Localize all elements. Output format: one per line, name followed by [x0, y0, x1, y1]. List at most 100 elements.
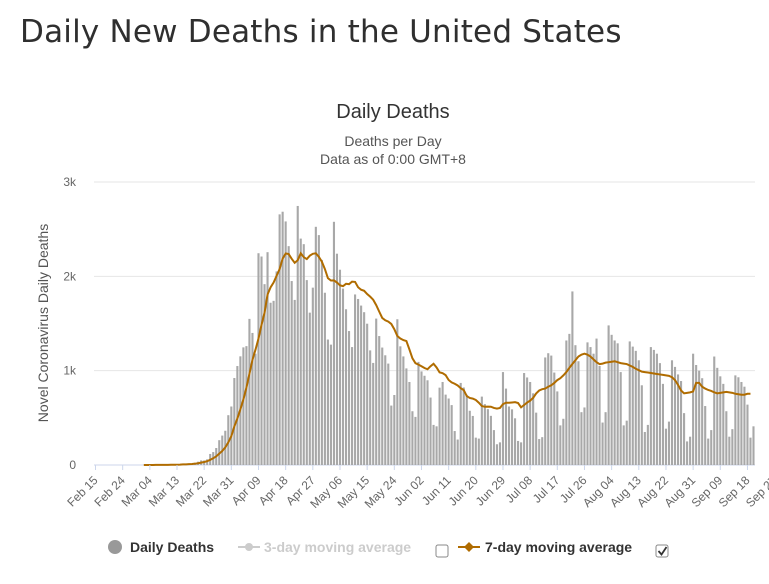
bar[interactable] [613, 340, 616, 465]
bar[interactable] [429, 397, 432, 465]
bar[interactable] [447, 398, 450, 466]
bar[interactable] [728, 436, 731, 465]
bar[interactable] [411, 411, 414, 465]
bar[interactable] [293, 299, 296, 465]
bar[interactable] [559, 425, 562, 465]
bar[interactable] [541, 437, 544, 465]
bar[interactable] [459, 382, 462, 465]
bar[interactable] [453, 431, 456, 465]
bar[interactable] [323, 292, 326, 465]
bar[interactable] [492, 430, 495, 465]
bar[interactable] [547, 353, 550, 465]
bar[interactable] [417, 361, 420, 465]
legend-item-7-day-average[interactable]: 7-day moving average [458, 539, 632, 555]
bar[interactable] [722, 383, 725, 465]
bar[interactable] [574, 345, 577, 465]
bar[interactable] [604, 412, 607, 465]
bar[interactable] [465, 394, 468, 465]
bar[interactable] [486, 409, 489, 465]
bar[interactable] [628, 341, 631, 465]
bar[interactable] [498, 442, 502, 465]
bar[interactable] [284, 221, 287, 465]
bar[interactable] [713, 356, 716, 465]
bar[interactable] [704, 406, 707, 465]
bar[interactable] [538, 439, 541, 465]
bar[interactable] [248, 318, 251, 465]
bar[interactable] [290, 281, 293, 465]
bar[interactable] [586, 342, 589, 465]
bar[interactable] [387, 363, 390, 465]
bar[interactable] [625, 420, 628, 465]
bar[interactable] [450, 405, 453, 465]
bar[interactable] [329, 344, 332, 465]
bar[interactable] [357, 298, 360, 465]
bar[interactable] [725, 411, 728, 465]
bar[interactable] [468, 410, 471, 465]
bar[interactable] [341, 288, 345, 465]
bar[interactable] [260, 256, 263, 465]
bar[interactable] [707, 438, 710, 465]
bar[interactable] [360, 305, 363, 465]
bar[interactable] [565, 340, 568, 465]
bar[interactable] [302, 244, 305, 465]
bar[interactable] [269, 302, 272, 465]
bar[interactable] [372, 362, 375, 465]
bar[interactable] [242, 347, 245, 465]
bar[interactable] [676, 374, 680, 465]
bar[interactable] [689, 436, 692, 465]
bar[interactable] [351, 347, 354, 465]
bar[interactable] [378, 336, 381, 465]
bar[interactable] [305, 280, 308, 465]
bar[interactable] [667, 421, 671, 465]
bar[interactable] [402, 356, 405, 465]
bar[interactable] [619, 372, 622, 465]
bar[interactable] [743, 386, 746, 465]
bar[interactable] [338, 269, 342, 465]
bar[interactable] [435, 426, 438, 465]
bar[interactable] [423, 375, 426, 465]
seven-day-average-checkbox[interactable] [655, 544, 669, 558]
bar[interactable] [314, 226, 317, 465]
bar[interactable] [649, 347, 652, 465]
bar[interactable] [553, 372, 556, 465]
bar[interactable] [299, 238, 302, 465]
bar[interactable] [526, 377, 529, 465]
bar[interactable] [483, 404, 486, 465]
bar[interactable] [438, 387, 441, 465]
bar[interactable] [441, 381, 444, 465]
bar[interactable] [589, 347, 592, 465]
bar[interactable] [631, 346, 634, 465]
bar[interactable] [616, 343, 619, 465]
bar[interactable] [390, 405, 393, 465]
bar[interactable] [544, 357, 547, 465]
bar[interactable] [535, 412, 538, 465]
bar[interactable] [571, 291, 574, 465]
bar[interactable] [474, 437, 477, 465]
bar[interactable] [510, 409, 514, 465]
bar[interactable] [749, 437, 752, 465]
bar[interactable] [317, 235, 320, 465]
bar[interactable] [752, 426, 755, 465]
bar[interactable] [420, 371, 423, 465]
bar[interactable] [227, 415, 230, 465]
bar[interactable] [347, 331, 351, 465]
bar[interactable] [477, 438, 480, 465]
bar[interactable] [673, 366, 677, 465]
bar[interactable] [746, 404, 749, 465]
bar[interactable] [408, 381, 411, 465]
bar[interactable] [399, 346, 402, 465]
legend-item-daily-deaths[interactable]: Daily Deaths [108, 539, 214, 555]
bar[interactable] [426, 380, 429, 465]
bar[interactable] [664, 428, 668, 465]
bar[interactable] [577, 361, 580, 465]
bar[interactable] [396, 319, 399, 465]
bar[interactable] [381, 347, 384, 465]
bar[interactable] [568, 333, 571, 465]
bar[interactable] [311, 287, 314, 465]
bar[interactable] [344, 309, 348, 465]
bar[interactable] [598, 365, 601, 465]
bar[interactable] [680, 381, 683, 465]
bar[interactable] [550, 355, 553, 465]
bar[interactable] [701, 378, 704, 465]
bar[interactable] [414, 416, 417, 465]
